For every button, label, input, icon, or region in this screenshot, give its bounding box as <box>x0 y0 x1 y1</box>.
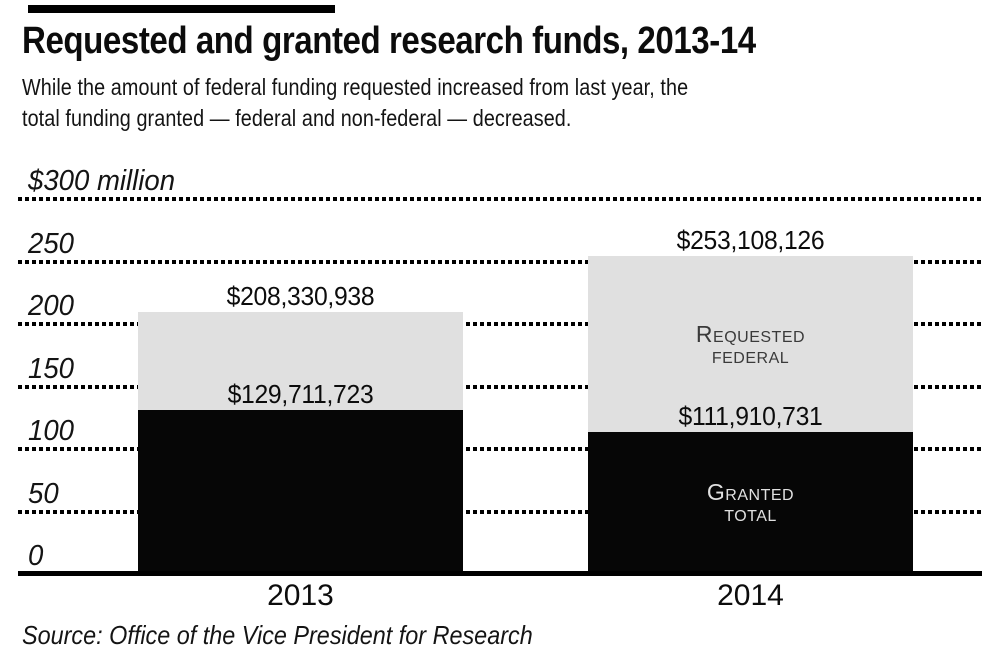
y-axis-tick-label-250: 250 <box>28 227 74 260</box>
chart-title: Requested and granted research funds, 20… <box>22 20 756 62</box>
source-line: Source: Office of the Vice President for… <box>22 620 533 650</box>
bar-2014-granted-total <box>588 432 913 572</box>
x-axis-label-2014: 2014 <box>717 579 784 612</box>
x-axis-baseline <box>18 571 982 576</box>
value-label-requested-2013: $208,330,938 <box>226 280 375 311</box>
y-axis-tick-label-200: 200 <box>28 290 74 322</box>
x-axis-label-2013: 2013 <box>267 579 334 612</box>
chart-subtitle-line-1: While the amount of federal funding requ… <box>22 74 689 100</box>
chart-subtitle-line-2: total funding granted — federal and non-… <box>22 105 572 131</box>
y-axis-tick-label-100: 100 <box>28 415 74 447</box>
gridline-200 <box>18 322 982 326</box>
segment-label-requested-federal: Requested federal <box>695 320 806 368</box>
segment-label-granted-total: Granted total <box>706 479 795 527</box>
y-axis-tick-label-0: 0 <box>28 540 44 572</box>
bar-2013-granted-total <box>138 409 463 572</box>
y-axis-tick-label-150: 150 <box>28 352 74 385</box>
y-axis-tick-label-300: $300 million <box>28 165 176 197</box>
y-axis-tick-label-50: 50 <box>28 477 59 510</box>
value-label-granted-2014: $111,910,731 <box>678 401 823 432</box>
value-label-granted-2013: $129,711,723 <box>227 378 374 409</box>
gridline-150 <box>18 384 982 389</box>
gridline-100 <box>18 447 982 451</box>
gridline-300 <box>18 197 982 201</box>
top-rule <box>28 5 335 13</box>
gridline-250 <box>18 259 982 264</box>
value-label-requested-2014: $253,108,126 <box>676 224 825 255</box>
gridline-50 <box>18 509 982 514</box>
